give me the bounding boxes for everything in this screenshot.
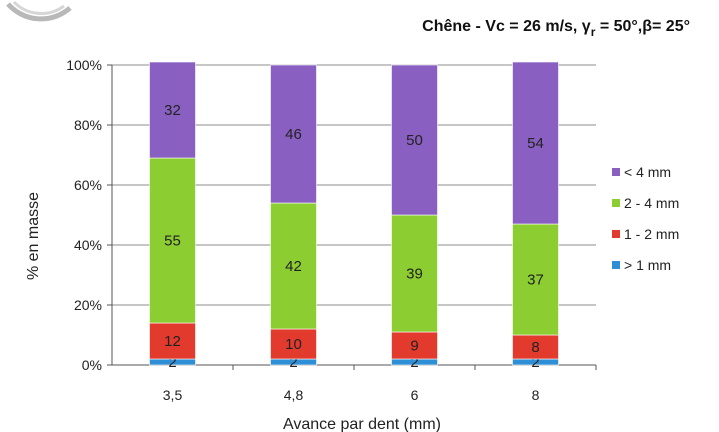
data-label: 2: [410, 354, 418, 371]
data-label: 55: [164, 233, 181, 250]
legend-label: < 4 mm: [624, 164, 671, 180]
legend-label: 2 - 4 mm: [624, 195, 679, 211]
bar-segment: [391, 331, 438, 360]
y-tick-label: 100%: [66, 57, 102, 73]
data-label: 50: [406, 132, 423, 149]
data-label: 54: [527, 135, 544, 152]
data-label: 12: [164, 333, 181, 350]
bar-segment: [270, 64, 317, 204]
data-label: 10: [285, 336, 302, 353]
data-label: 9: [410, 338, 418, 355]
data-label: 42: [285, 258, 302, 275]
x-tick-label: 4,8: [284, 387, 304, 403]
bar-segment: [512, 61, 559, 225]
x-tick-label: 6: [411, 387, 419, 403]
data-label: 32: [164, 102, 181, 119]
data-label: 2: [289, 354, 297, 371]
legend-swatch: [612, 261, 620, 269]
chart-title: Chêne - Vc = 26 m/s, γr = 50°,β= 25°: [422, 18, 690, 39]
legend-swatch: [612, 199, 620, 207]
bar-segment: [270, 328, 317, 360]
legend: < 4 mm 2 - 4 mm 1 - 2 mm > 1 mm: [612, 164, 679, 273]
data-label: 2: [531, 354, 539, 371]
y-tick-label: 60%: [74, 177, 102, 193]
x-axis-title: Avance par dent (mm): [283, 416, 441, 432]
plot-area: 0%20%40%60%80%100%21255323,521042464,829…: [66, 57, 597, 403]
legend-label: > 1 mm: [624, 257, 671, 273]
bar-segment: [512, 334, 559, 360]
x-tick-label: 8: [532, 387, 540, 403]
x-tick-label: 3,5: [163, 387, 183, 403]
legend-swatch: [612, 230, 620, 238]
y-tick-label: 40%: [74, 237, 102, 253]
y-tick-label: 0%: [82, 357, 102, 373]
logo-mark: [6, 0, 72, 22]
data-label: 39: [406, 266, 423, 283]
legend-label: 1 - 2 mm: [624, 226, 679, 242]
bar-segment: [512, 223, 559, 336]
data-label: 8: [531, 339, 539, 356]
data-label: 2: [168, 354, 176, 371]
data-label: 46: [285, 126, 302, 143]
data-label: 37: [527, 272, 544, 289]
bar-segment: [149, 157, 196, 324]
bar-segment: [149, 61, 196, 159]
bar-segment: [391, 64, 438, 216]
bar-segment: [149, 322, 196, 360]
y-tick-label: 80%: [74, 117, 102, 133]
y-tick-label: 20%: [74, 297, 102, 313]
legend-swatch: [612, 168, 620, 176]
y-axis-title: % en masse: [25, 192, 42, 280]
bar-segment: [270, 202, 317, 330]
